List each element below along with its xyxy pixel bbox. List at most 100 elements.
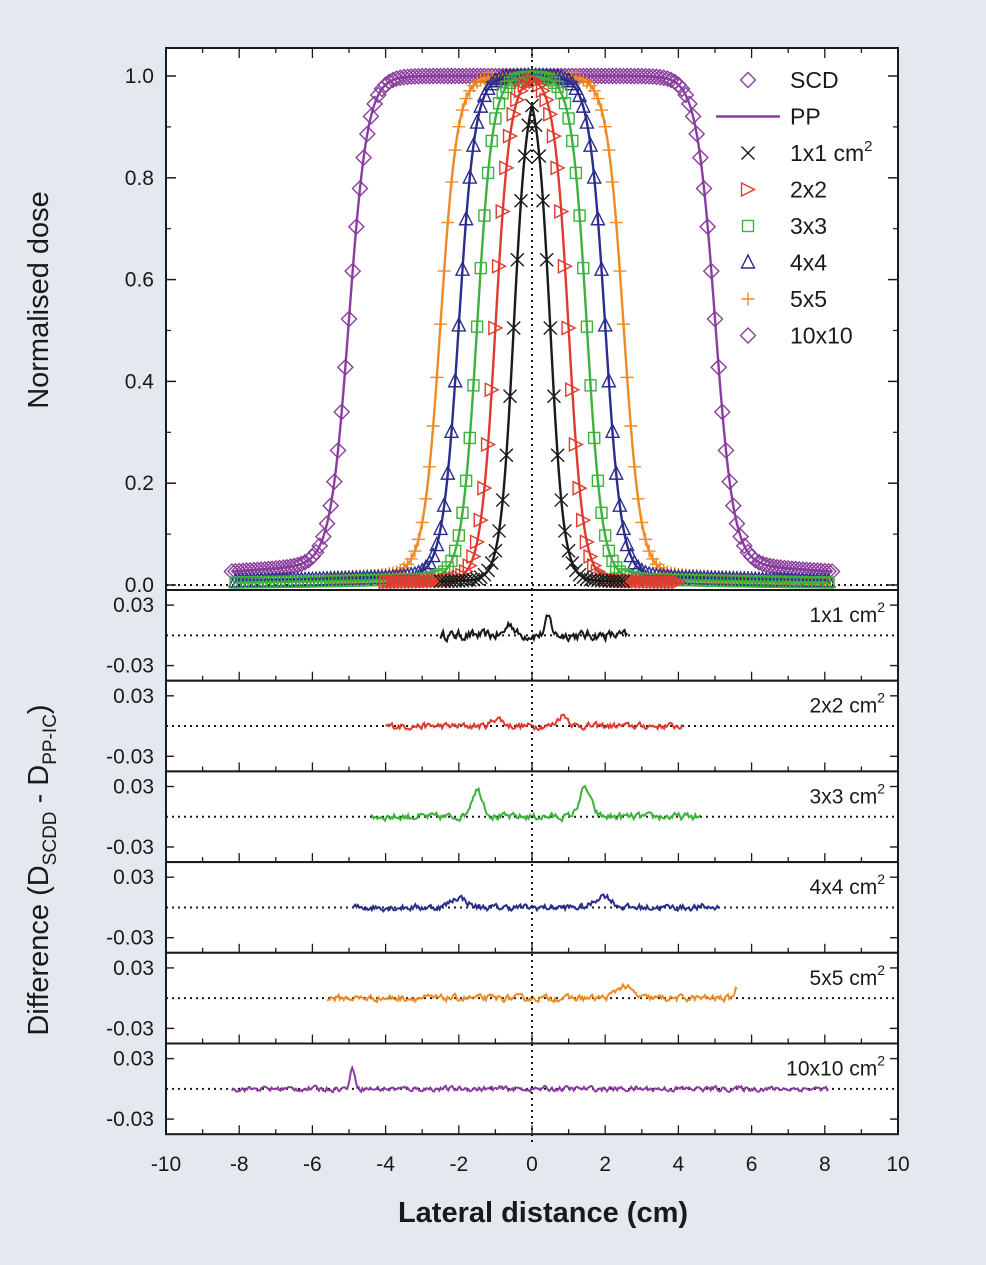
data-point xyxy=(649,573,665,590)
difference-trace xyxy=(439,614,629,644)
data-point xyxy=(389,574,405,590)
data-point xyxy=(602,544,616,558)
x-tick-label: -4 xyxy=(376,1153,395,1176)
data-point xyxy=(557,258,574,274)
data-point xyxy=(485,134,498,148)
data-point xyxy=(557,523,572,538)
legend-label-text: 3x3 xyxy=(790,213,827,239)
data-point xyxy=(549,68,566,84)
data-point xyxy=(437,574,452,589)
data-point xyxy=(593,260,610,276)
data-point xyxy=(565,382,581,398)
data-point xyxy=(434,317,447,331)
data-point xyxy=(448,544,462,558)
data-point xyxy=(569,166,583,180)
data-point xyxy=(303,548,321,566)
data-point xyxy=(651,68,669,86)
data-point xyxy=(620,370,634,384)
data-point xyxy=(561,320,577,336)
data-point xyxy=(425,546,441,563)
y-tick-label: 0.0 xyxy=(125,574,154,597)
data-point xyxy=(599,529,612,542)
data-point xyxy=(462,168,478,184)
difference-panel-label: 4x4 cm2 xyxy=(810,871,886,899)
data-point xyxy=(329,441,347,459)
data-point xyxy=(318,515,336,533)
data-point xyxy=(640,67,658,85)
data-point xyxy=(535,83,552,99)
data-point xyxy=(458,563,475,580)
data-point xyxy=(495,203,511,220)
x-tick-label: 8 xyxy=(819,1153,831,1176)
data-point xyxy=(680,95,698,113)
legend-label: SCD xyxy=(790,67,839,93)
data-point xyxy=(382,574,398,590)
data-point xyxy=(612,574,627,589)
data-point xyxy=(502,128,519,144)
panel-label-sup: 2 xyxy=(877,780,885,796)
data-point xyxy=(677,86,695,104)
data-point xyxy=(393,574,409,590)
legend-entry: 3x3 xyxy=(741,213,827,239)
data-point xyxy=(448,574,463,589)
data-point xyxy=(369,86,387,104)
x-tick-label: -2 xyxy=(449,1153,468,1176)
panel-label-text: 5x5 cm xyxy=(810,967,878,990)
data-point xyxy=(451,316,467,332)
data-point xyxy=(469,113,485,129)
data-point xyxy=(577,261,590,275)
data-point xyxy=(572,567,587,582)
data-point xyxy=(470,571,485,586)
data-point xyxy=(604,67,622,85)
data-point xyxy=(404,552,418,566)
data-point xyxy=(351,180,369,198)
legend: SCD PP 1x1 cm2 2x2 3x3 4x4 5x5 10x10 xyxy=(716,67,872,349)
data-point xyxy=(517,149,532,164)
panel-label-sup: 2 xyxy=(877,599,885,615)
difference-y-tick-label: 0.03 xyxy=(113,685,154,708)
difference-y-tick-label: 0.03 xyxy=(113,594,154,617)
y-axis-title-difference: Difference (DSCDD - DPP-IC) xyxy=(23,704,61,1035)
difference-y-tick-label: -0.03 xyxy=(106,1017,154,1040)
data-point xyxy=(358,125,376,143)
data-point xyxy=(484,382,500,398)
x-tick-label: 2 xyxy=(599,1153,611,1176)
legend-entry: 5x5 xyxy=(741,286,827,312)
data-point xyxy=(823,563,841,581)
data-point xyxy=(510,92,526,108)
data-point xyxy=(588,431,601,445)
difference-panel-3: 0.03 -0.03 3x3 cm2 xyxy=(106,770,899,864)
data-point xyxy=(634,573,650,589)
difference-y-tick-label: 0.03 xyxy=(113,1048,154,1071)
data-point xyxy=(691,149,709,167)
data-point xyxy=(630,573,647,589)
legend-marker xyxy=(739,327,757,344)
data-point xyxy=(591,92,605,106)
legend-entry: 10x10 xyxy=(739,323,853,349)
difference-y-tick-label: -0.03 xyxy=(106,927,154,950)
data-point xyxy=(684,107,702,125)
difference-trace xyxy=(370,784,702,823)
difference-trace xyxy=(231,1064,829,1094)
data-point xyxy=(609,561,623,574)
data-point xyxy=(466,572,481,587)
data-point xyxy=(513,83,530,99)
data-point xyxy=(525,98,539,113)
difference-panel-5: 0.03 -0.03 5x5 cm2 xyxy=(106,951,899,1045)
data-point xyxy=(652,574,669,590)
legend-label-text: SCD xyxy=(790,67,839,93)
x-tick-label: -10 xyxy=(151,1153,181,1176)
data-point xyxy=(469,534,486,550)
data-point xyxy=(546,389,561,404)
data-point xyxy=(631,492,645,506)
data-point xyxy=(547,76,561,90)
data-point xyxy=(296,553,314,571)
data-point xyxy=(480,436,497,453)
data-point xyxy=(488,320,504,336)
difference-trace xyxy=(385,713,684,732)
data-point xyxy=(404,573,420,590)
data-point xyxy=(613,264,627,278)
data-point xyxy=(506,320,521,335)
data-point xyxy=(582,136,599,152)
data-point xyxy=(605,574,620,589)
